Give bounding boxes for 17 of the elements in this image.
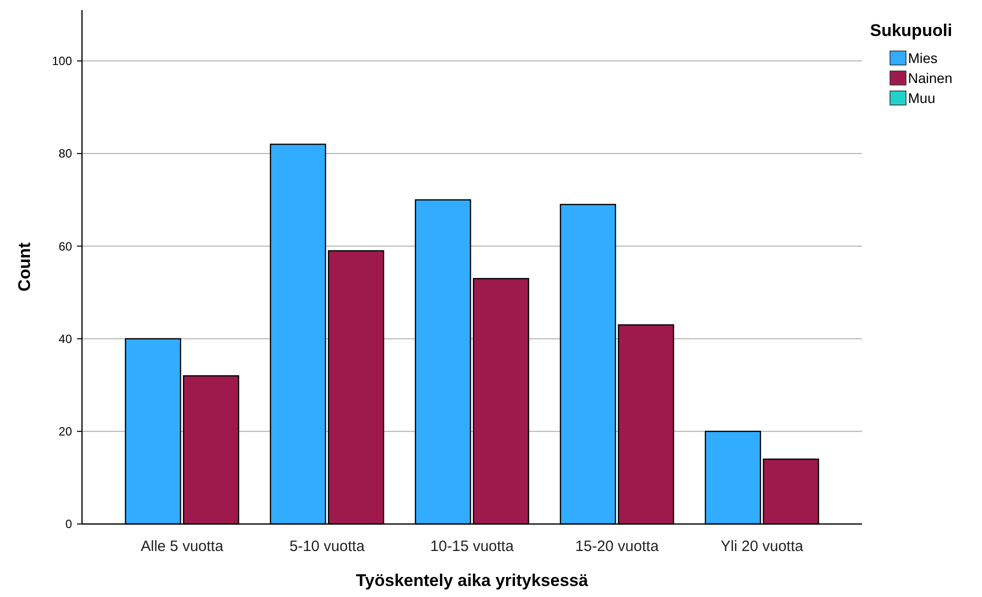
y-tick-label: 20	[58, 424, 72, 439]
y-tick-label: 0	[65, 517, 72, 532]
x-tick-label: 15-20 vuotta	[575, 538, 660, 555]
legend-label: Nainen	[908, 70, 952, 86]
legend-label: Mies	[908, 50, 938, 66]
x-axis-title: Työskentely aika yrityksessä	[356, 571, 589, 590]
y-tick-label: 60	[58, 239, 72, 254]
x-tick-label: 5-10 vuotta	[289, 538, 366, 555]
x-tick-label: Yli 20 vuotta	[720, 538, 804, 555]
legend-label: Muu	[908, 90, 936, 106]
legend-title: Sukupuoli	[870, 21, 952, 40]
y-tick-label: 100	[52, 54, 72, 68]
y-tick-label: 80	[58, 146, 72, 161]
y-axis-title: Count	[15, 242, 34, 292]
x-tick-label: Alle 5 vuotta	[140, 538, 224, 555]
x-tick-label: 10-15 vuotta	[430, 538, 514, 555]
y-tick-label: 40	[58, 332, 72, 346]
